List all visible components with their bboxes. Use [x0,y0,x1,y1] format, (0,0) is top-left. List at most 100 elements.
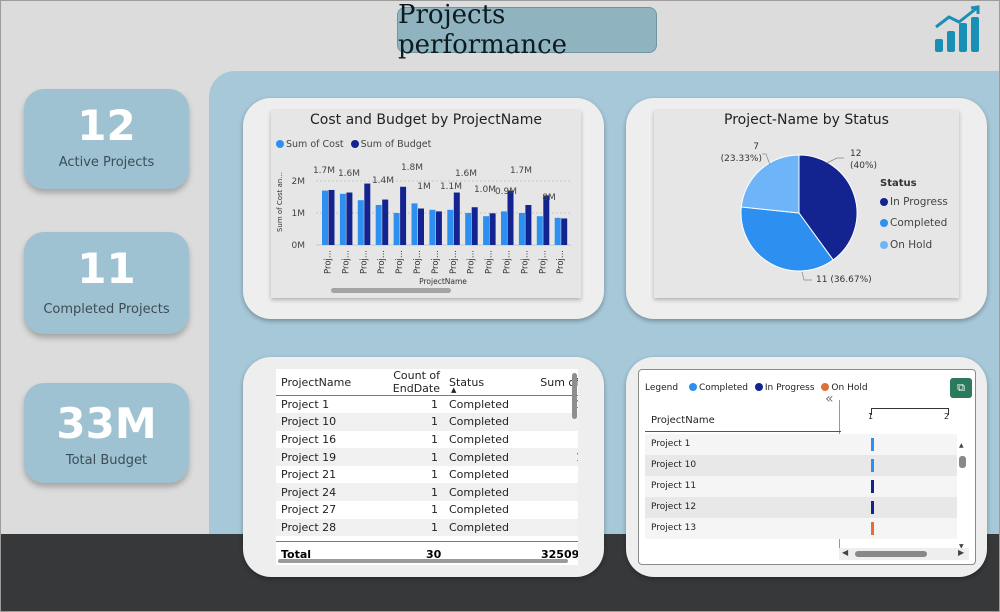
table-vertical-scrollbar[interactable] [572,373,577,419]
bar-budget[interactable] [471,207,478,245]
scroll-down-icon[interactable]: ▼ [959,543,964,550]
bar-cost[interactable] [357,200,364,245]
bar-chart-trend-icon [935,5,980,52]
chart-scrollbar[interactable] [331,288,451,293]
bar-cost[interactable] [393,213,400,245]
gantt-row[interactable]: Project 11 [645,476,957,497]
bar-budget[interactable] [418,208,424,245]
bar-cost[interactable] [322,190,328,245]
table-row[interactable]: Project 19 1 Completed1787 [276,448,578,466]
gantt-axis-tick: 2 [944,412,950,421]
x-tick-label: Proj... [520,250,530,274]
bar-cost[interactable] [447,209,454,245]
gantt-bar[interactable] [871,438,874,451]
x-tick-label: Proj... [359,250,369,274]
table-cell: Completed [449,415,509,429]
bar-budget[interactable] [561,218,568,245]
bar-cost[interactable] [339,193,346,245]
x-tick-label: Proj... [538,250,548,274]
bar-cost[interactable] [411,203,418,245]
bar-budget[interactable] [328,189,335,245]
column-header[interactable]: ProjectName [281,375,352,389]
total-budget: 32509 [541,548,578,561]
gantt-row[interactable]: Project 1 [645,434,957,455]
bar-cost[interactable] [501,211,507,245]
gantt-bar[interactable] [871,522,874,535]
bar-cost[interactable] [518,213,525,245]
legend-label-cost: Sum of Cost [286,139,344,150]
gantt-visual[interactable]: Legend Completed In Progress On Hold ⧉ «… [638,369,976,565]
bar-budget[interactable] [346,192,353,245]
bar-budget[interactable] [400,186,407,245]
table-cell: Project 28 [281,520,337,534]
bar-cost[interactable] [429,209,436,245]
table-row[interactable]: Project 10 1 Completed857 [276,413,578,431]
export-icon[interactable]: ⧉ [950,378,972,398]
x-tick-label: Proj... [341,250,351,274]
pie-slice[interactable] [740,206,834,272]
double-chevron-left-icon[interactable]: « [825,391,834,407]
bar-budget[interactable] [435,211,442,245]
table-row[interactable]: Project 16 1 Completed942 [276,430,578,449]
gantt-bar[interactable] [871,501,874,514]
bar-cost[interactable] [465,213,472,245]
gantt-bar[interactable] [871,480,874,493]
table-cell: Completed [449,450,509,464]
gantt-row[interactable]: Project 10 [645,455,957,476]
bar-chart-visual[interactable]: Cost and Budget by ProjectName Sum of Co… [271,110,581,298]
data-label: 1.4M [372,176,394,186]
table-row[interactable]: Project 1 1 Completed1641 [276,395,578,414]
column-header[interactable]: Status ▲ [440,369,510,396]
pie-slice[interactable] [740,154,800,214]
gantt-row[interactable]: Project 12 [645,497,957,518]
pie-chart-visual[interactable]: Project-Name by Status 12 (40%) 11 (36.67%… [654,110,959,298]
table-cell: 1 [431,398,438,412]
kpi-value: 12 [77,101,136,150]
gantt-row[interactable]: Project 13 [645,518,957,539]
legend-dot [880,219,888,227]
gantt-vertical-scrollbar[interactable]: ▲ ▼ [959,442,966,552]
gantt-card: Legend Completed In Progress On Hold ⧉ «… [626,357,987,577]
bar-budget[interactable] [489,213,496,245]
column-header[interactable]: Count of EndDate [392,369,440,395]
bar-budget[interactable] [507,190,514,245]
pie-slice[interactable] [798,154,858,261]
x-tick-label: Proj... [395,250,405,274]
gantt-column-header[interactable]: ProjectName [651,415,715,426]
data-label: 1M [417,182,431,192]
table-row[interactable]: Project 24 1 Completed429 [276,483,578,502]
bar-budget[interactable] [382,199,389,245]
kpi-label: Active Projects [58,155,155,170]
bar-budget[interactable] [364,183,371,245]
bar-cost[interactable] [483,216,490,245]
gantt-bar[interactable] [871,459,874,472]
leader-line [826,157,844,164]
pie-legend-item-on-hold: On Hold [880,239,932,251]
table-row[interactable]: Project 27 1 Completed965 [276,501,578,519]
column-header[interactable]: Sum of Bud [540,375,578,389]
bar-budget[interactable] [525,205,532,245]
data-label: 8M [542,193,556,203]
bar-cost[interactable] [375,205,382,245]
scrollbar-thumb[interactable] [855,551,927,557]
pie-data-label: (40%) [850,161,877,171]
table-horizontal-scrollbar[interactable] [278,559,568,563]
bar-cost[interactable] [554,217,561,245]
x-tick-label: Proj... [467,250,477,274]
bar-budget[interactable] [453,192,460,245]
table-row[interactable]: Project 28 1 Completed560 [276,518,578,537]
bar-budget[interactable] [543,195,550,245]
scrollbar-thumb[interactable] [959,456,966,468]
bar-cost[interactable] [536,216,543,245]
scroll-left-icon[interactable]: ◀ [842,548,849,557]
legend-label-budget: Sum of Budget [360,139,432,150]
scroll-right-icon[interactable]: ▶ [958,548,965,557]
project-table-visual[interactable]: ProjectName Count of EndDate Status ▲ Sum… [276,369,578,565]
x-tick-label: Proj... [324,250,334,274]
table-cell: 1 [431,468,438,482]
y-axis-title: Sum of Cost an... [276,172,284,232]
scroll-up-icon[interactable]: ▲ [959,442,964,449]
table-row[interactable]: Project 21 1 Completed573 [276,465,578,484]
pie-data-label: (23.33%) [721,154,762,164]
gantt-horizontal-scrollbar[interactable]: ◀ ▶ [839,548,969,560]
